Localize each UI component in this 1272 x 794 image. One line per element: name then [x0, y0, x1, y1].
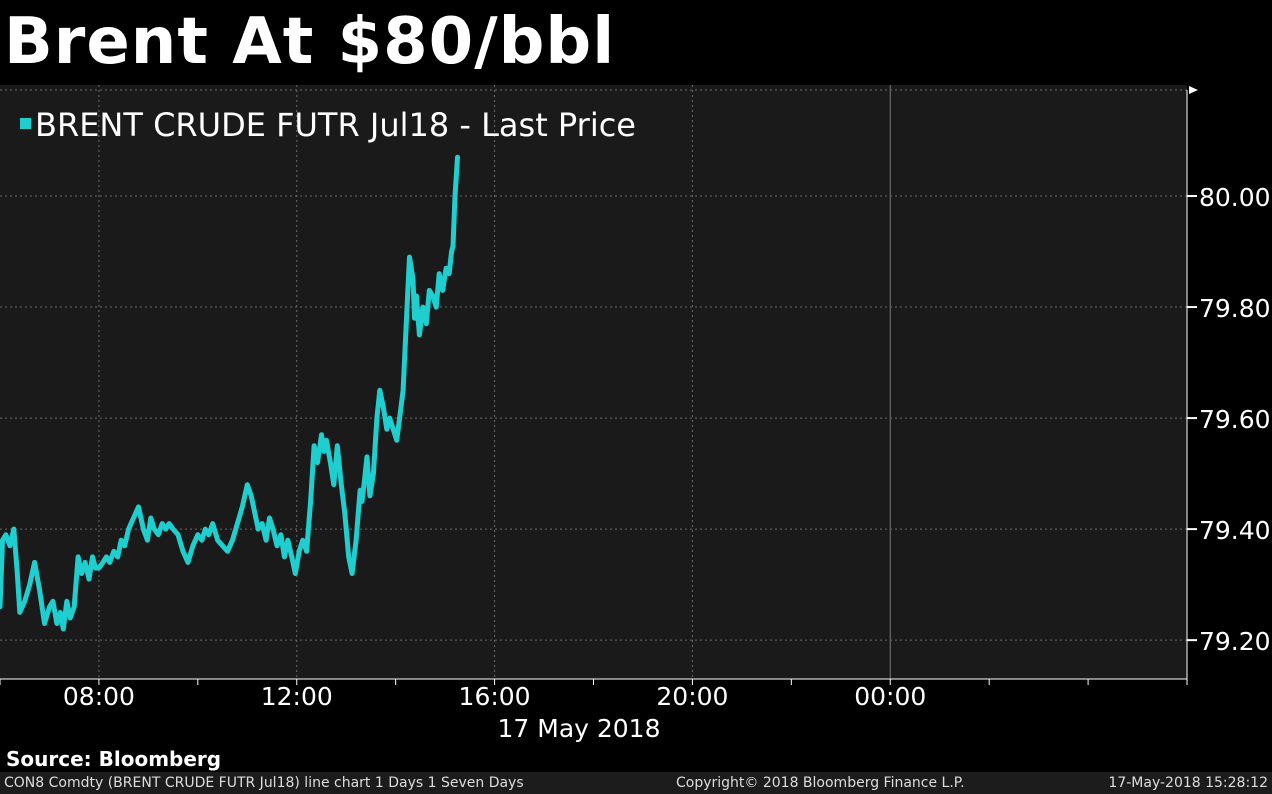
footer-description: CON8 Comdty (BRENT CRUDE FUTR Jul18) lin…: [4, 775, 524, 791]
x-tick-label: 20:00: [656, 682, 728, 711]
axes: [0, 86, 1198, 685]
x-tick-label: 16:00: [459, 682, 531, 711]
y-tick-label: 79.40: [1199, 516, 1271, 545]
footer-timestamp: 17-May-2018 15:28:12: [1108, 775, 1268, 791]
source-label: Source: Bloomberg: [6, 747, 222, 771]
x-tick-labels: 08:00 12:00 16:00 20:00 00:00: [63, 682, 926, 711]
legend-swatch: [20, 118, 31, 129]
x-tick-label: 00:00: [854, 682, 926, 711]
plot-area: [0, 85, 1187, 679]
x-tick-label: 12:00: [261, 682, 333, 711]
legend-label: BRENT CRUDE FUTR Jul18 - Last Price: [35, 106, 636, 144]
footer-bar: [0, 772, 1272, 794]
y-tick-labels: 79.20 79.40 79.60 79.80 80.00: [1199, 183, 1271, 656]
page-title: Brent At $80/bbl: [4, 5, 616, 79]
y-tick-label: 80.00: [1199, 183, 1271, 212]
y-axis-arrow: [1189, 86, 1198, 94]
price-series-line: [0, 154, 460, 632]
footer-copyright: Copyright© 2018 Bloomberg Finance L.P.: [676, 775, 965, 791]
y-tick-label: 79.80: [1199, 294, 1271, 323]
x-tick-label: 08:00: [63, 682, 135, 711]
x-date-label: 17 May 2018: [497, 714, 660, 743]
y-tick-label: 79.20: [1199, 627, 1271, 656]
grid-lines: [0, 85, 1187, 679]
y-tick-label: 79.60: [1199, 405, 1271, 434]
